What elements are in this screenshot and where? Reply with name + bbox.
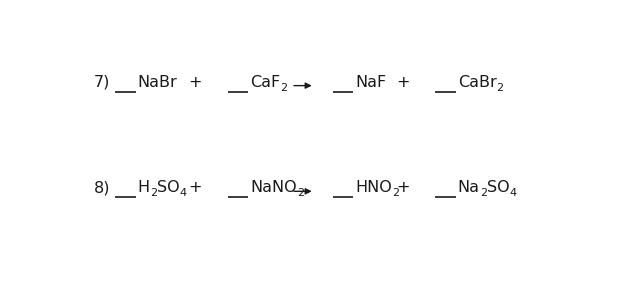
Text: 2: 2 [297, 188, 304, 199]
Text: +: + [396, 180, 410, 195]
Text: 2: 2 [496, 83, 503, 93]
Text: CaF: CaF [250, 75, 280, 90]
Text: +: + [188, 180, 202, 195]
Text: H: H [138, 180, 150, 195]
Text: NaBr: NaBr [138, 75, 178, 90]
Text: SO: SO [157, 180, 180, 195]
Text: NaNO: NaNO [250, 180, 297, 195]
Text: 2: 2 [280, 83, 287, 93]
Text: Na: Na [457, 180, 479, 195]
Text: 2: 2 [150, 188, 157, 199]
Text: 2: 2 [479, 188, 487, 199]
Text: CaBr: CaBr [457, 75, 496, 90]
Text: +: + [188, 75, 202, 90]
Text: 4: 4 [180, 188, 187, 199]
Text: 7): 7) [93, 75, 110, 90]
Text: 4: 4 [510, 188, 517, 199]
Text: HNO: HNO [355, 180, 392, 195]
Text: NaF: NaF [355, 75, 386, 90]
Text: 2: 2 [392, 188, 399, 199]
Text: 8): 8) [93, 180, 110, 195]
Text: SO: SO [487, 180, 510, 195]
Text: +: + [396, 75, 410, 90]
